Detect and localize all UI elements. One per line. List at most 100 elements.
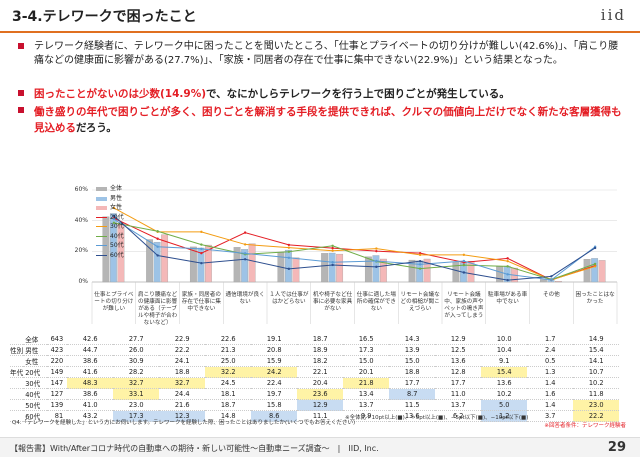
series-line <box>113 215 596 281</box>
legend-item: 女性 <box>96 203 124 213</box>
table-cell: 32.2 <box>205 366 252 378</box>
table-cell: 17.7 <box>435 377 482 389</box>
table-cell: 1.2 <box>481 410 528 422</box>
table-cell: 2.4 <box>527 344 574 356</box>
chart-legend: 全体 男性 女性 20代 30代 40代 50代 60代 <box>96 184 124 260</box>
table-row: 女性 220 38.6 30.9 24.1 25.0 15.9 18.2 15.0 15.0 13.… <box>10 355 620 367</box>
bar <box>452 262 460 283</box>
series-point <box>200 243 203 246</box>
series-point <box>418 253 422 257</box>
table-sample-size: 423 <box>47 344 68 356</box>
series-point <box>156 230 159 233</box>
table-cell: 18.1 <box>205 388 252 400</box>
table-group-cell <box>10 399 24 411</box>
bar <box>161 234 169 283</box>
table-row-label: 女性 <box>23 355 48 367</box>
page-title: 3-4.テレワークで困ったこと <box>12 9 197 25</box>
series-point <box>418 263 422 266</box>
table-cell: 18.9 <box>297 344 344 356</box>
table-cell: 11.5 <box>389 399 436 411</box>
series-point <box>287 246 291 249</box>
iid-logo: iid <box>600 6 626 24</box>
series-point <box>506 265 509 268</box>
table-group-cell <box>10 334 24 345</box>
table-row: 年代 20代 149 41.6 28.2 18.8 32.2 24.2 22.1 20.1 18.8… <box>10 366 620 378</box>
series-point <box>243 231 247 234</box>
table-sample-size: 147 <box>47 377 68 389</box>
series-point <box>287 243 291 247</box>
table-cell: 12.8 <box>435 366 482 378</box>
legend-line <box>96 226 107 228</box>
category-label: リモート会議などの相槌が聞こえづらい <box>400 292 440 312</box>
table-cell: 18.7 <box>297 334 344 345</box>
series-point <box>506 259 509 263</box>
series-point <box>331 246 334 250</box>
legend-label: 女性 <box>110 204 123 211</box>
table-cell: 13.4 <box>343 388 390 400</box>
category-label: 仕事とプライベートの切り分けが難しい <box>94 292 134 312</box>
table-cell: 20.1 <box>343 366 390 378</box>
legend-label: 60代 <box>110 251 124 259</box>
series-point <box>200 247 203 251</box>
bar <box>204 244 212 283</box>
table-cell: 22.9 <box>159 334 206 345</box>
legend-line <box>96 235 107 237</box>
bar <box>241 249 249 283</box>
series-point <box>593 265 597 268</box>
table-cell: 32.7 <box>113 377 160 389</box>
table-cell: 14.8 <box>205 410 252 422</box>
bullet-1: テレワーク経験者に、テレワーク中に困ったことを聞いたところ、「仕事とプライベート… <box>18 40 628 68</box>
series-point <box>200 230 203 234</box>
bar <box>248 243 256 283</box>
legend-swatch <box>96 187 107 191</box>
category-label: リモート会議中、家族の声やペットの鳴き声が入ってしまう <box>444 292 484 319</box>
legend-item: 男性 <box>96 194 124 204</box>
highlight-legend-note: ※全体比＋10pt以上(■)、＋5pt以上(■)、−5pt以下(■)、−10pt… <box>345 415 529 421</box>
table-cell: 18.2 <box>297 355 344 367</box>
bar <box>328 252 336 283</box>
table-cell: 13.7 <box>435 399 482 411</box>
table-cell: 8.6 <box>251 410 298 422</box>
series-point <box>331 261 334 264</box>
bar <box>539 279 547 283</box>
table-cell: 1.4 <box>527 377 574 389</box>
table-cell: 12.3 <box>159 410 206 422</box>
table-group-cell <box>10 377 24 389</box>
series-point <box>156 245 159 248</box>
table-cell: 48.3 <box>67 377 114 389</box>
footer: 【報告書】With/Afterコロナ時代の自動車への期待・新しい可能性～自動車ニ… <box>0 437 640 457</box>
table-cell: 44.7 <box>67 344 114 356</box>
series-point <box>375 259 378 263</box>
table-cell: 14.3 <box>389 334 436 345</box>
bar <box>364 256 372 283</box>
table-cell: 23.6 <box>297 388 344 400</box>
table-row: 全体 643 42.6 27.7 22.9 22.6 19.1 18.7 16.5 14.3 12.… <box>10 334 620 345</box>
series-point <box>418 251 422 255</box>
table-cell: 13.6 <box>481 377 528 389</box>
table-cell: 11.0 <box>435 388 482 400</box>
data-table: 全体 643 42.6 27.7 22.9 22.6 19.1 18.7 16.5 14.3 12.… <box>10 334 620 422</box>
legend-swatch <box>96 206 107 210</box>
table-cell: 10.7 <box>573 366 620 378</box>
table-group-cell <box>10 355 24 367</box>
bar <box>189 246 197 283</box>
legend-item: 全体 <box>96 184 124 194</box>
series-point <box>331 249 334 252</box>
table-cell: 41.0 <box>67 399 114 411</box>
table-cell: 10.2 <box>573 377 620 389</box>
table-cell: 15.4 <box>573 344 620 356</box>
table-row: 30代 147 48.3 32.7 32.7 24.5 22.4 20.4 21.8 17.7 17… <box>10 377 620 389</box>
bullet-square-icon <box>18 90 24 96</box>
table-cell: 24.1 <box>159 355 206 367</box>
legend-label: 30代 <box>110 223 124 230</box>
table-cell: 5.0 <box>481 399 528 411</box>
series-point <box>112 214 116 217</box>
table-row-label: 60代 <box>23 410 48 422</box>
table-cell: 17.3 <box>343 344 390 356</box>
bar <box>372 255 380 283</box>
table-sample-size: 149 <box>47 366 68 378</box>
table-cell: 13.6 <box>435 355 482 367</box>
table-cell: 14.1 <box>573 355 620 367</box>
table-cell: 10.0 <box>481 334 528 345</box>
